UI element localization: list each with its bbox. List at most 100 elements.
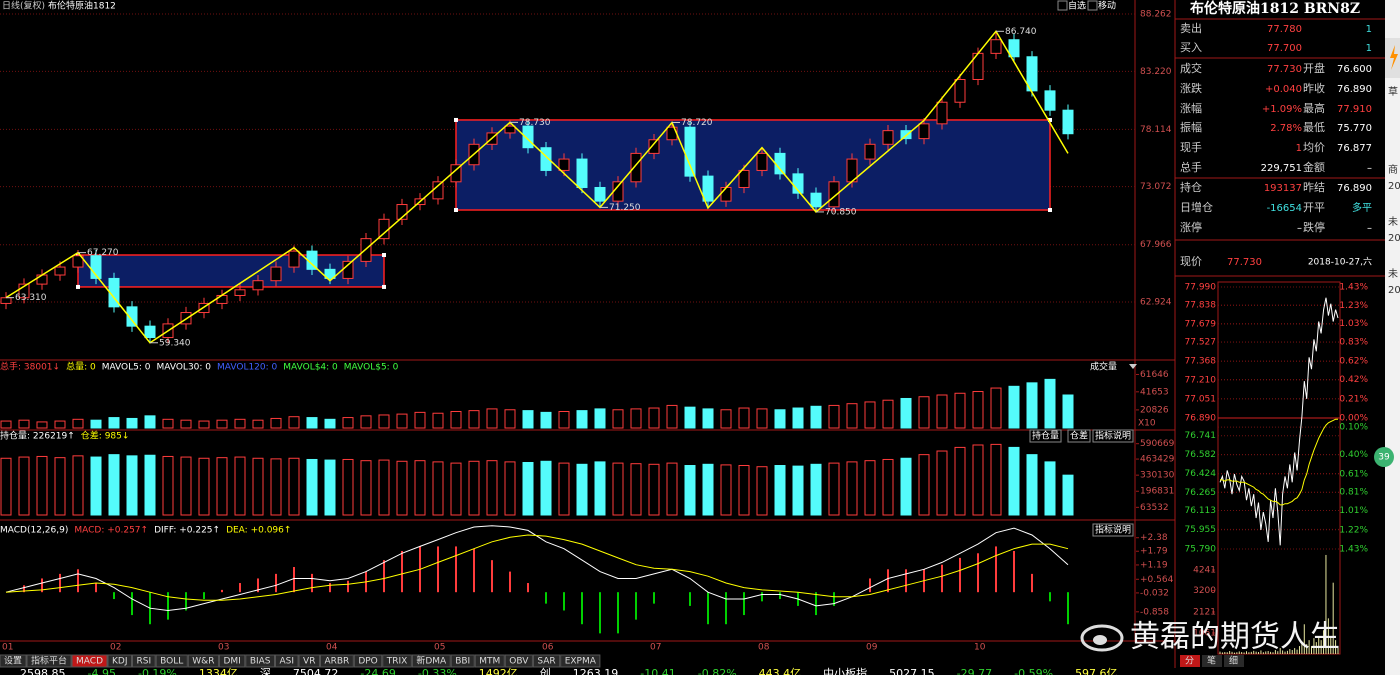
panel-button[interactable]: 指标说明 bbox=[1095, 524, 1131, 536]
open-interest-bar bbox=[990, 443, 1002, 516]
tab-background[interactable] bbox=[411, 654, 451, 668]
sidebar-item[interactable]: 草 bbox=[1388, 86, 1398, 98]
tab-background[interactable] bbox=[0, 654, 27, 668]
sidebar-item[interactable]: 20 bbox=[1388, 181, 1400, 192]
tab[interactable]: ASI bbox=[280, 657, 295, 667]
y2-tick-label: 0.42% bbox=[1339, 375, 1368, 385]
ticker-item: -24.69 bbox=[360, 667, 395, 675]
button-icon bbox=[1087, 0, 1098, 11]
candle-body bbox=[918, 123, 930, 140]
open-interest-bar bbox=[900, 457, 912, 516]
volume-bar bbox=[990, 387, 1002, 429]
macd-histogram-bar bbox=[275, 573, 277, 593]
tab-background[interactable] bbox=[382, 654, 412, 668]
tab-background[interactable] bbox=[532, 654, 561, 668]
tab[interactable]: ARBR bbox=[324, 657, 349, 667]
tab[interactable]: BBI bbox=[455, 657, 470, 667]
sidebar-item[interactable]: 未 bbox=[1388, 216, 1398, 228]
panel-menu[interactable]: 成交量 bbox=[1090, 361, 1117, 373]
side-tab-background[interactable] bbox=[1224, 655, 1244, 667]
tab[interactable]: MTM bbox=[479, 657, 500, 667]
tab[interactable]: RSI bbox=[137, 657, 152, 667]
side-tab-background[interactable] bbox=[1180, 655, 1200, 667]
sidebar-item[interactable]: 20 bbox=[1388, 233, 1400, 244]
ticker-item: -0.59% bbox=[1014, 667, 1053, 675]
tab[interactable]: VR bbox=[303, 657, 315, 667]
tab[interactable]: MACD bbox=[76, 657, 103, 667]
candle-body bbox=[612, 181, 624, 202]
tab[interactable]: DPO bbox=[358, 657, 377, 667]
tab-background[interactable] bbox=[504, 654, 533, 668]
tab-background[interactable] bbox=[298, 654, 320, 668]
open-interest-bar bbox=[738, 465, 750, 516]
y-tick-label: 3200 bbox=[1193, 586, 1216, 596]
tab-background[interactable] bbox=[187, 654, 219, 668]
y-tick-label: 76.741 bbox=[1185, 431, 1217, 441]
tab-background[interactable] bbox=[155, 654, 188, 668]
tab[interactable]: 指标平台 bbox=[31, 655, 67, 667]
y2-tick-label: 1.22% bbox=[1339, 525, 1368, 535]
volume-bar bbox=[774, 409, 786, 429]
tab-background[interactable] bbox=[560, 654, 601, 668]
tab[interactable]: 新DMA bbox=[416, 655, 447, 667]
open-interest-bar bbox=[522, 461, 534, 516]
y-tick-label: 77.679 bbox=[1185, 320, 1217, 330]
sidebar-item[interactable]: 未 bbox=[1388, 268, 1398, 280]
quote-label: 昨结 bbox=[1303, 181, 1325, 194]
open-interest-bar bbox=[378, 459, 390, 516]
tab[interactable]: SAR bbox=[537, 657, 555, 667]
tab[interactable]: OBV bbox=[509, 657, 529, 667]
tab[interactable]: TRIX bbox=[386, 657, 408, 667]
watermark: 黄磊的期货人生 bbox=[1080, 620, 1340, 655]
macd-histogram-bar bbox=[77, 569, 79, 593]
side-tab[interactable]: 分 bbox=[1185, 656, 1194, 667]
tab[interactable]: DMI bbox=[223, 657, 240, 667]
ticker-item: -0.19% bbox=[138, 667, 177, 675]
sidebar-item[interactable]: 商 bbox=[1388, 163, 1398, 176]
volume-bar bbox=[342, 417, 354, 429]
tab-background[interactable] bbox=[245, 654, 276, 668]
open-interest-bar bbox=[1008, 446, 1020, 516]
panel-button[interactable]: 指标说明 bbox=[1095, 430, 1131, 442]
tab[interactable]: W&R bbox=[192, 657, 214, 667]
button[interactable]: 自选 bbox=[1068, 0, 1086, 12]
tab-background[interactable] bbox=[450, 654, 475, 668]
quote-value: +1.09% bbox=[1262, 104, 1302, 115]
sidebar bbox=[1385, 0, 1400, 675]
macd-histogram-bar bbox=[473, 548, 475, 593]
sidebar-item[interactable]: 20 bbox=[1388, 285, 1400, 296]
tab[interactable]: KDJ bbox=[112, 657, 128, 667]
tab-background[interactable] bbox=[218, 654, 246, 668]
quote-label: 涨停 bbox=[1180, 220, 1202, 234]
side-tab[interactable]: 细 bbox=[1229, 655, 1238, 667]
tab[interactable]: 设置 bbox=[4, 656, 22, 667]
volume-bar bbox=[504, 409, 516, 429]
x-tick-label: 10 bbox=[974, 643, 986, 653]
quote-value: 229,751 bbox=[1261, 163, 1302, 174]
tab-background[interactable] bbox=[474, 654, 505, 668]
tab[interactable]: BOLL bbox=[160, 657, 183, 667]
open-interest-bar bbox=[648, 463, 660, 516]
volume-bar bbox=[126, 417, 138, 429]
tab-background[interactable] bbox=[319, 654, 354, 668]
macd-histogram-bar bbox=[563, 592, 565, 611]
tab-background[interactable] bbox=[71, 654, 108, 668]
side-tab-background[interactable] bbox=[1202, 655, 1222, 667]
tab-background[interactable] bbox=[107, 654, 133, 668]
panel-button[interactable]: 仓差 bbox=[1070, 430, 1088, 442]
y-tick-label: +2.38 bbox=[1140, 533, 1168, 543]
candle-body bbox=[990, 39, 1002, 54]
macd-histogram-bar bbox=[779, 592, 781, 600]
button[interactable]: 移动 bbox=[1098, 0, 1116, 12]
side-tab[interactable]: 笔 bbox=[1207, 655, 1216, 667]
tab[interactable]: BIAS bbox=[250, 657, 271, 667]
y-tick-label: 67.966 bbox=[1140, 240, 1172, 250]
tab-background[interactable] bbox=[26, 654, 72, 668]
tab[interactable]: EXPMA bbox=[565, 657, 597, 667]
macd-histogram-bar bbox=[59, 573, 61, 593]
tab-background[interactable] bbox=[275, 654, 299, 668]
tab-background[interactable] bbox=[353, 654, 383, 668]
panel-button[interactable]: 持仓量 bbox=[1032, 430, 1059, 442]
quote-label: 金额 bbox=[1303, 160, 1325, 174]
tab-background[interactable] bbox=[132, 654, 156, 668]
